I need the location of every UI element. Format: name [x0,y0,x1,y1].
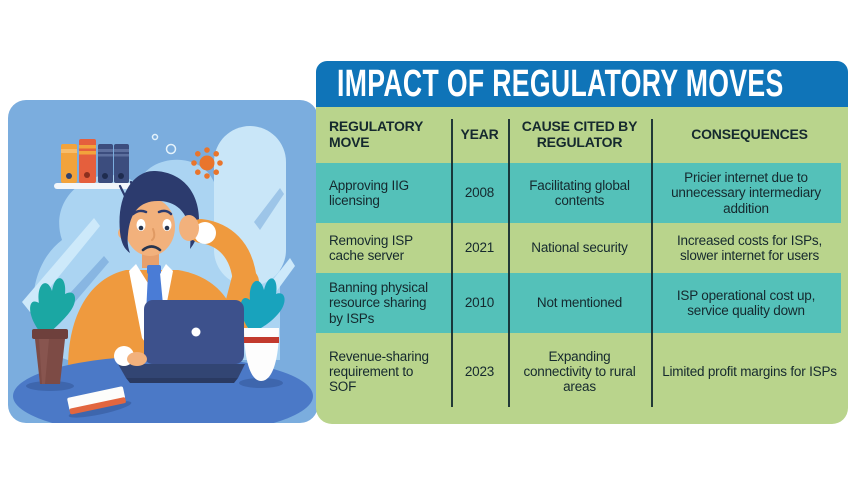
header-cause: CAUSE CITED BY REGULATOR [521,118,638,150]
cell-consequences: Limited profit margins for ISPs [662,363,837,379]
column-divider [451,119,453,407]
cell-move: Approving IIG licensing [329,177,409,208]
stressed-man-illustration [8,100,318,423]
typing-hand [114,346,147,366]
regulatory-table: REGULATORY MOVE YEAR CAUSE CITED BY REGU… [316,107,848,424]
cell-cause: National security [531,240,628,256]
sunburst-icon [191,147,223,179]
column-divider [508,119,510,407]
header-consequences: CONSEQUENCES [691,126,808,143]
potted-plant-left-icon [26,278,76,391]
cell-year: 2008 [464,185,495,201]
table-header-row: REGULATORY MOVE YEAR CAUSE CITED BY REGU… [316,107,848,163]
table-row: Revenue-sharing requirement to SOF 2023 … [316,333,848,410]
cell-consequences: ISP operational cost up, service quality… [676,287,816,318]
table-row: Banning physical resource sharing by ISP… [316,273,841,333]
cell-move: Removing ISP cache server [329,232,413,263]
bookshelf-icon [54,139,142,189]
cell-cause: Facilitating global contents [529,177,630,208]
table-row: Approving IIG licensing 2008 Facilitatin… [316,163,841,223]
cell-move: Banning physical resource sharing by ISP… [329,280,428,326]
cell-cause: Expanding connectivity to rural areas [523,348,636,395]
cell-consequences: Increased costs for ISPs, slower interne… [676,232,823,263]
header-regulatory-move: REGULATORY MOVE [329,118,423,150]
stress-bubble-icon [151,133,159,141]
cell-move: Revenue-sharing requirement to SOF [329,348,429,395]
cell-year: 2010 [464,295,495,311]
cell-year: 2021 [464,240,495,256]
cell-year: 2023 [464,363,495,379]
header-year: YEAR [460,126,499,143]
cell-consequences: Pricier internet due to unnecessary inte… [671,170,821,216]
laptop-icon [118,300,245,383]
table-row: Removing ISP cache server 2021 National … [316,223,848,273]
illustration-svg [8,100,318,423]
notebook-icon [67,386,132,418]
potted-plant-right-icon [239,278,285,388]
regulatory-table-panel: IMPACT OF REGULATORY MOVES REGULATORY MO… [316,61,848,424]
column-divider [651,119,653,407]
title-banner: IMPACT OF REGULATORY MOVES [316,61,848,107]
cell-cause: Not mentioned [536,295,623,311]
stress-bubble-icon [165,143,177,155]
page-title: IMPACT OF REGULATORY MOVES [337,63,784,105]
